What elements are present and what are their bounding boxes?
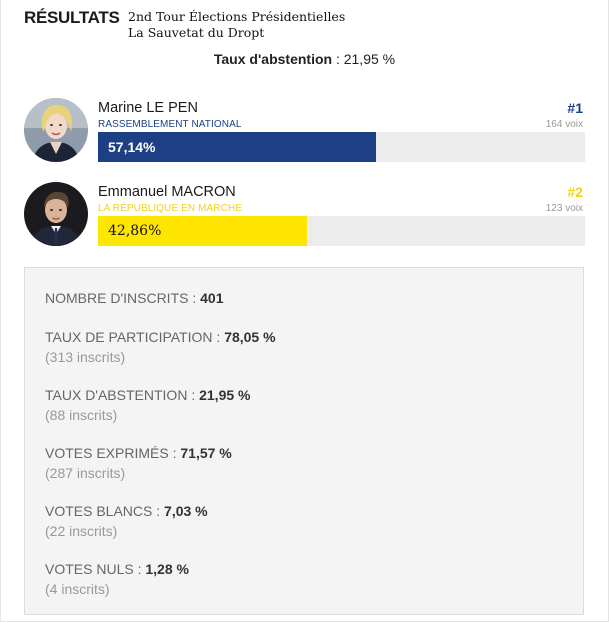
stats-box: NOMBRE D'INSCRITS : 401 TAUX DE PARTICIP…: [24, 267, 584, 615]
stat-sub: (313 inscrits): [45, 349, 126, 365]
stat-value: 7,03 %: [164, 503, 208, 519]
candidate-party: RASSEMBLEMENT NATIONAL: [98, 119, 242, 130]
stat-value: 78,05 %: [224, 329, 276, 345]
stat-label: TAUX DE PARTICIPATION: [45, 329, 213, 345]
stat-value: 1,28 %: [145, 561, 189, 577]
stat-value: 401: [200, 290, 224, 306]
stat-label: NOMBRE D'INSCRITS: [45, 290, 189, 306]
result-bar-fill: [98, 132, 377, 162]
abstention-summary-value: 21,95 %: [343, 51, 396, 67]
stat-sub: (22 inscrits): [45, 523, 118, 539]
candidate-votes: 164 voix: [545, 119, 583, 130]
result-percent: 57,14%: [108, 139, 156, 155]
candidate-photo-le-pen: [24, 98, 88, 162]
result-bar-track: 57,14%: [98, 132, 585, 162]
candidate-name: Emmanuel MACRON: [98, 184, 236, 200]
result-bar-fill: [98, 216, 307, 246]
commune-name: La Sauvetat du Dropt: [128, 25, 265, 40]
stat-label: TAUX D'ABSTENTION: [45, 387, 188, 403]
abstention-summary-label: Taux d'abstention: [213, 51, 333, 67]
candidate-photo-macron: [24, 182, 88, 246]
result-bar-track: 42,86%: [98, 216, 585, 246]
stat-blank: VOTES BLANCS : 7,03 % (22 inscrits): [45, 503, 208, 539]
stat-label: VOTES EXPRIMÉS: [45, 445, 169, 461]
stat-abstention: TAUX D'ABSTENTION : 21,95 % (88 inscrits…: [45, 387, 251, 423]
stat-participation: TAUX DE PARTICIPATION : 78,05 % (313 ins…: [45, 329, 276, 365]
page-title: RÉSULTATS: [24, 8, 120, 27]
candidate-name: Marine LE PEN: [98, 100, 198, 116]
stat-label: VOTES BLANCS: [45, 503, 153, 519]
candidate-rank: #2: [567, 184, 583, 200]
election-title: 2nd Tour Élections Présidentielles: [128, 9, 346, 24]
candidate-party: LA RÉPUBLIQUE EN MARCHE: [98, 203, 243, 214]
stat-sub: (4 inscrits): [45, 581, 110, 597]
result-percent: 42,86%: [108, 223, 162, 239]
stat-sub: (287 inscrits): [45, 465, 126, 481]
stat-value: 71,57 %: [180, 445, 232, 461]
stat-expressed: VOTES EXPRIMÉS : 71,57 % (287 inscrits): [45, 445, 232, 481]
stat-registered: NOMBRE D'INSCRITS : 401: [45, 290, 224, 306]
stat-label: VOTES NULS: [45, 561, 134, 577]
stat-value: 21,95 %: [199, 387, 251, 403]
abstention-summary: Taux d'abstention : 21,95 %: [213, 51, 396, 67]
candidate-votes: 123 voix: [545, 203, 583, 214]
stat-sub: (88 inscrits): [45, 407, 118, 423]
stat-null: VOTES NULS : 1,28 % (4 inscrits): [45, 561, 189, 597]
candidate-rank: #1: [567, 100, 583, 116]
